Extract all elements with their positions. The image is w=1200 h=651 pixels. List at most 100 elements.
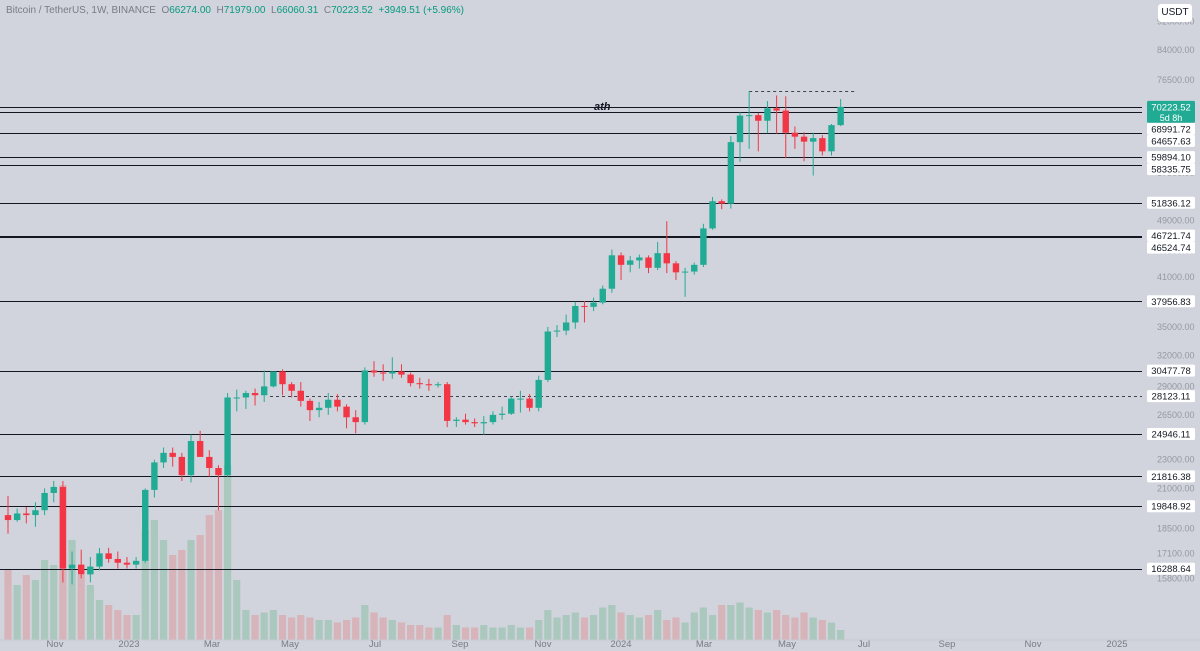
current-price-tag[interactable] [1147,100,1195,123]
candle-body[interactable] [132,560,140,565]
candle-body[interactable] [709,201,716,229]
candle-body[interactable] [517,398,524,400]
candle-body[interactable] [379,372,387,374]
candle-body[interactable] [160,452,167,463]
candle-body[interactable] [755,115,762,121]
candle-body[interactable] [261,386,268,396]
candle-body[interactable] [572,305,579,323]
candle-body[interactable] [736,115,744,143]
candle-body[interactable] [727,142,735,204]
candle-body[interactable] [123,562,131,565]
candle-body[interactable] [251,392,259,396]
candle-body[interactable] [645,257,652,268]
candle-body[interactable] [700,228,707,265]
candle-body[interactable] [764,108,771,121]
candle-body[interactable] [32,510,39,516]
candle-body[interactable] [297,390,304,401]
candle-body[interactable] [745,115,753,117]
level-price-tag[interactable] [1147,470,1195,483]
candle-body[interactable] [819,138,826,152]
candle-body[interactable] [581,305,588,307]
candle-body[interactable] [59,486,67,569]
candle-body[interactable] [4,515,12,521]
candle-body[interactable] [462,419,469,423]
candle-body[interactable] [654,253,661,268]
candle-body[interactable] [196,440,204,457]
candle-body[interactable] [389,371,396,374]
candle-body[interactable] [105,553,112,559]
candle-body[interactable] [453,419,460,421]
level-price-tag[interactable] [1147,151,1195,164]
candle-body[interactable] [599,288,606,303]
candle-body[interactable] [96,553,103,567]
candle-body[interactable] [334,399,341,407]
candle-body[interactable] [535,379,542,408]
candle-body[interactable] [78,564,85,575]
candle-body[interactable] [562,322,570,331]
candle-body[interactable] [800,136,808,142]
candle-body[interactable] [398,371,405,375]
candle-body[interactable] [608,255,616,289]
candle-body[interactable] [242,392,250,398]
candle-body[interactable] [434,384,442,386]
candle-body[interactable] [41,492,48,511]
candle-body[interactable] [279,371,286,385]
level-price-tag[interactable] [1147,122,1195,135]
candle-body[interactable] [718,201,725,204]
level-price-tag[interactable] [1147,229,1195,242]
currency-unit-button[interactable]: USDT [1158,4,1192,22]
candle-body[interactable] [791,132,799,137]
candle-body[interactable] [114,558,121,563]
candle-body[interactable] [224,397,231,476]
candle-body[interactable] [617,255,625,265]
candle-body[interactable] [553,330,561,332]
level-price-tag[interactable] [1147,196,1195,209]
candle-body[interactable] [325,399,332,408]
candle-body[interactable] [87,566,94,575]
candle-body[interactable] [288,384,295,391]
level-price-tag[interactable] [1147,364,1195,377]
candle-body[interactable] [471,422,478,424]
level-price-tag[interactable] [1147,295,1195,308]
candle-body[interactable] [782,110,789,133]
candle-body[interactable] [828,125,835,152]
candle-body[interactable] [837,106,844,126]
candle-body[interactable] [23,513,30,516]
candle-body[interactable] [672,263,680,273]
level-price-tag[interactable] [1147,390,1195,403]
candle-body[interactable] [444,384,451,421]
candle-body[interactable] [13,513,21,521]
candle-body[interactable] [526,398,533,408]
level-price-tag[interactable] [1147,163,1195,176]
candle-body[interactable] [425,384,433,386]
candle-body[interactable] [142,489,149,561]
candle-body[interactable] [50,486,57,493]
candle-body[interactable] [352,417,359,423]
candle-body[interactable] [810,138,817,142]
level-price-tag[interactable] [1147,134,1195,147]
candle-body[interactable] [691,264,698,272]
candle-body[interactable] [215,468,222,476]
candle-body[interactable] [416,383,423,385]
candle-body[interactable] [773,108,780,111]
level-price-tag[interactable] [1147,241,1195,254]
candle-body[interactable] [681,271,689,273]
candle-body[interactable] [206,456,213,469]
candle-body[interactable] [315,407,323,411]
candle-body[interactable] [187,440,195,476]
candle-body[interactable] [480,422,487,424]
candle-body[interactable] [151,462,158,490]
level-price-tag[interactable] [1147,562,1195,575]
candle-body[interactable] [370,370,378,373]
candle-body[interactable] [270,371,277,387]
candle-body[interactable] [169,452,176,457]
candle-body[interactable] [590,302,597,307]
candle-body[interactable] [498,413,506,415]
candle-body[interactable] [233,397,240,399]
candle-body[interactable] [663,253,670,264]
candle-body[interactable] [544,331,552,380]
candle-body[interactable] [361,370,369,423]
level-price-tag[interactable] [1147,500,1195,513]
